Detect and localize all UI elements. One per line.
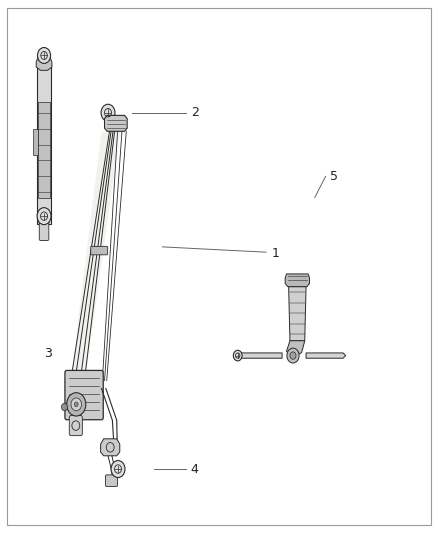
Polygon shape bbox=[234, 353, 282, 358]
Polygon shape bbox=[71, 131, 120, 378]
Text: 4: 4 bbox=[191, 463, 198, 475]
Polygon shape bbox=[36, 55, 52, 70]
Circle shape bbox=[290, 352, 296, 359]
Circle shape bbox=[38, 47, 50, 63]
Text: 5: 5 bbox=[330, 170, 338, 183]
FancyBboxPatch shape bbox=[39, 221, 49, 240]
Polygon shape bbox=[286, 341, 305, 357]
Circle shape bbox=[37, 208, 51, 224]
FancyBboxPatch shape bbox=[91, 246, 108, 255]
Circle shape bbox=[74, 402, 78, 407]
FancyBboxPatch shape bbox=[106, 475, 117, 487]
Circle shape bbox=[67, 393, 86, 416]
Polygon shape bbox=[101, 439, 120, 456]
Text: 2: 2 bbox=[191, 106, 198, 119]
Circle shape bbox=[287, 348, 299, 363]
FancyBboxPatch shape bbox=[69, 416, 82, 435]
Polygon shape bbox=[289, 287, 306, 341]
Polygon shape bbox=[285, 274, 310, 287]
Text: 1: 1 bbox=[271, 247, 279, 260]
Circle shape bbox=[111, 461, 125, 478]
Polygon shape bbox=[306, 353, 346, 358]
Polygon shape bbox=[105, 115, 127, 131]
Circle shape bbox=[61, 403, 67, 411]
Circle shape bbox=[71, 398, 81, 411]
FancyBboxPatch shape bbox=[33, 128, 38, 155]
Circle shape bbox=[233, 350, 242, 361]
FancyBboxPatch shape bbox=[65, 370, 103, 419]
Text: 3: 3 bbox=[44, 348, 52, 360]
FancyBboxPatch shape bbox=[37, 65, 51, 224]
Circle shape bbox=[101, 104, 115, 121]
FancyBboxPatch shape bbox=[38, 102, 50, 198]
